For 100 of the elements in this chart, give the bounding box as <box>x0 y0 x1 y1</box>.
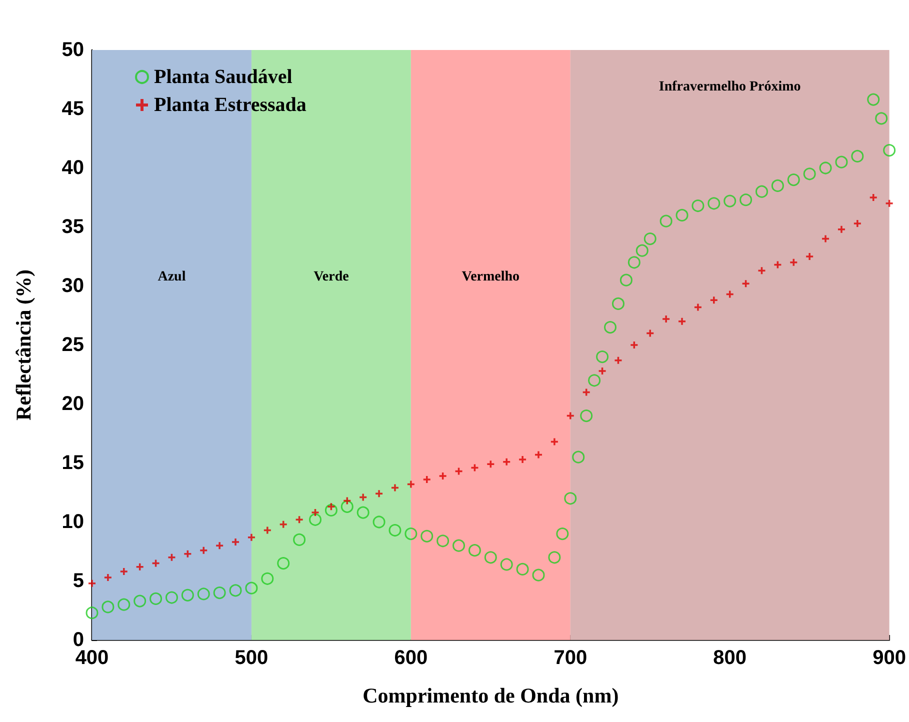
y-tick-label: 30 <box>62 275 84 297</box>
point <box>851 150 864 162</box>
point <box>118 598 130 611</box>
point <box>181 588 194 602</box>
point <box>197 588 210 600</box>
point <box>724 194 736 208</box>
point <box>556 528 569 540</box>
point <box>500 558 513 571</box>
y-tick-label: 40 <box>62 157 84 179</box>
band-label: Verde <box>314 270 349 284</box>
point <box>644 232 656 246</box>
point <box>588 374 601 387</box>
y-tick-label: 5 <box>72 570 84 592</box>
point <box>165 591 178 604</box>
point <box>803 168 816 180</box>
point <box>662 316 670 323</box>
point <box>120 568 128 576</box>
point <box>867 93 880 106</box>
point <box>420 530 434 542</box>
point <box>598 367 606 374</box>
point <box>232 538 240 546</box>
point <box>550 438 558 446</box>
point <box>710 296 718 304</box>
point <box>854 220 861 227</box>
point <box>436 534 450 548</box>
point <box>324 504 338 516</box>
point <box>229 584 242 597</box>
point <box>604 321 617 334</box>
point <box>756 185 768 198</box>
point <box>660 214 672 228</box>
x-tick-label: 500 <box>234 647 268 669</box>
point <box>391 484 398 492</box>
point <box>870 194 877 201</box>
point <box>376 490 383 498</box>
point <box>628 256 640 269</box>
point <box>372 516 386 528</box>
point <box>692 200 704 212</box>
point <box>248 534 255 541</box>
point <box>806 253 814 260</box>
point <box>216 542 224 550</box>
point <box>309 513 322 526</box>
point <box>676 208 688 222</box>
point <box>572 450 585 464</box>
point <box>388 524 402 537</box>
point <box>822 235 830 242</box>
point <box>646 330 654 337</box>
point <box>819 162 832 174</box>
legend-label: Planta Saudável <box>154 66 293 88</box>
x-tick-label: 600 <box>394 647 428 669</box>
point <box>150 592 162 605</box>
point <box>835 156 848 168</box>
point <box>612 297 624 310</box>
point <box>468 544 481 557</box>
point <box>787 174 800 186</box>
y-tick-label: 25 <box>62 334 84 356</box>
point <box>519 456 526 463</box>
point <box>404 528 418 540</box>
point <box>264 526 271 534</box>
legend-label: Planta Estressada <box>154 94 306 116</box>
point <box>532 568 545 582</box>
point <box>886 200 893 207</box>
point <box>439 472 446 480</box>
point <box>838 226 845 233</box>
x-axis-title: Comprimento de Onda (nm) <box>362 684 619 708</box>
point <box>875 112 888 125</box>
point <box>200 546 208 554</box>
point <box>564 492 577 505</box>
point <box>503 458 510 466</box>
point <box>740 194 752 206</box>
point <box>694 304 702 311</box>
point <box>360 494 367 501</box>
y-tick-label: 20 <box>62 393 84 415</box>
y-axis-title: Reflectância (%) <box>12 269 36 421</box>
point <box>516 562 529 576</box>
x-tick-label: 800 <box>713 647 747 669</box>
point <box>88 580 96 587</box>
point <box>630 342 638 348</box>
point <box>245 582 258 594</box>
point <box>277 557 290 570</box>
point <box>678 318 686 325</box>
point <box>636 244 648 257</box>
point <box>102 600 114 614</box>
point <box>548 551 561 564</box>
band-label: Vermelho <box>462 270 520 284</box>
x-tick-label: 700 <box>554 647 588 669</box>
x-tick-label: 900 <box>872 647 906 669</box>
point <box>771 179 784 192</box>
point <box>340 500 354 513</box>
point <box>213 586 226 600</box>
y-tick-label: 35 <box>62 216 84 238</box>
point <box>566 412 574 420</box>
point <box>534 451 542 458</box>
point <box>261 572 274 585</box>
point <box>168 554 176 561</box>
point <box>407 480 414 488</box>
point <box>596 350 609 364</box>
point <box>86 606 98 620</box>
point <box>104 574 112 581</box>
band-label: Infravermelho Próximo <box>658 80 801 94</box>
point <box>708 197 720 210</box>
